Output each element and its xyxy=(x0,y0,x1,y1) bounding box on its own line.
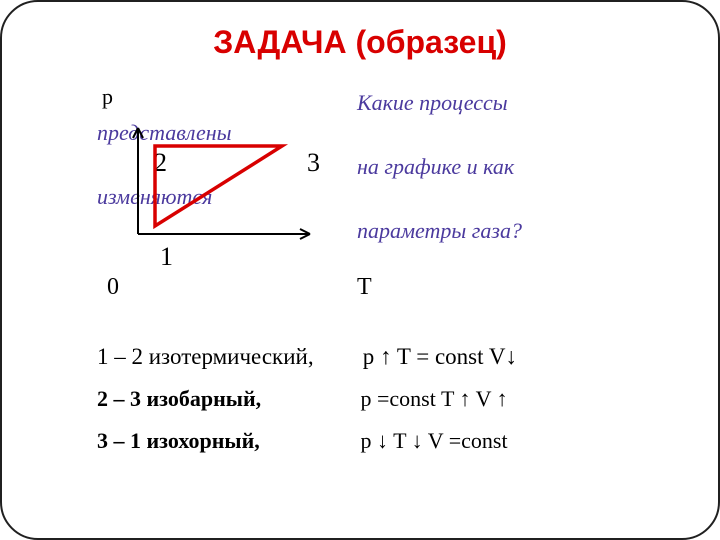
slide-frame: ЗАДАЧА (образец) p Какие процессы предст… xyxy=(0,0,720,540)
process-triangle xyxy=(155,146,282,226)
answer-row-3: 3 – 1 изохорный, p ↓ T ↓ V =const xyxy=(97,426,668,456)
answer-row-1: 1 – 2 изотермический, p ↑ T = const V↓ xyxy=(97,341,668,372)
answer-3-left: 3 – 1 изохорный, xyxy=(97,426,355,456)
question-line-2a: на графике и как xyxy=(357,152,514,182)
axis-label-p: p xyxy=(102,84,113,110)
answer-1-right: p ↑ T = const V↓ xyxy=(363,341,517,372)
answer-3-right: p ↓ T ↓ V =const xyxy=(361,426,508,456)
slide-title: ЗАДАЧА (образец) xyxy=(52,24,668,61)
answer-2-right: p =const T ↑ V ↑ xyxy=(361,384,508,414)
answers: 1 – 2 изотермический, p ↑ T = const V↓ 2… xyxy=(97,337,668,459)
answer-2-left: 2 – 3 изобарный, xyxy=(97,384,355,414)
axis-origin: 0 xyxy=(107,274,119,301)
question-line-1a: Какие процессы xyxy=(357,88,508,118)
pv-graph xyxy=(110,114,330,264)
answer-1-left: 1 – 2 изотермический, xyxy=(97,341,357,372)
axis-label-t: T xyxy=(357,274,372,301)
answer-row-2: 2 – 3 изобарный, p =const T ↑ V ↑ xyxy=(97,384,668,414)
question-line-3: параметры газа? xyxy=(357,216,522,246)
